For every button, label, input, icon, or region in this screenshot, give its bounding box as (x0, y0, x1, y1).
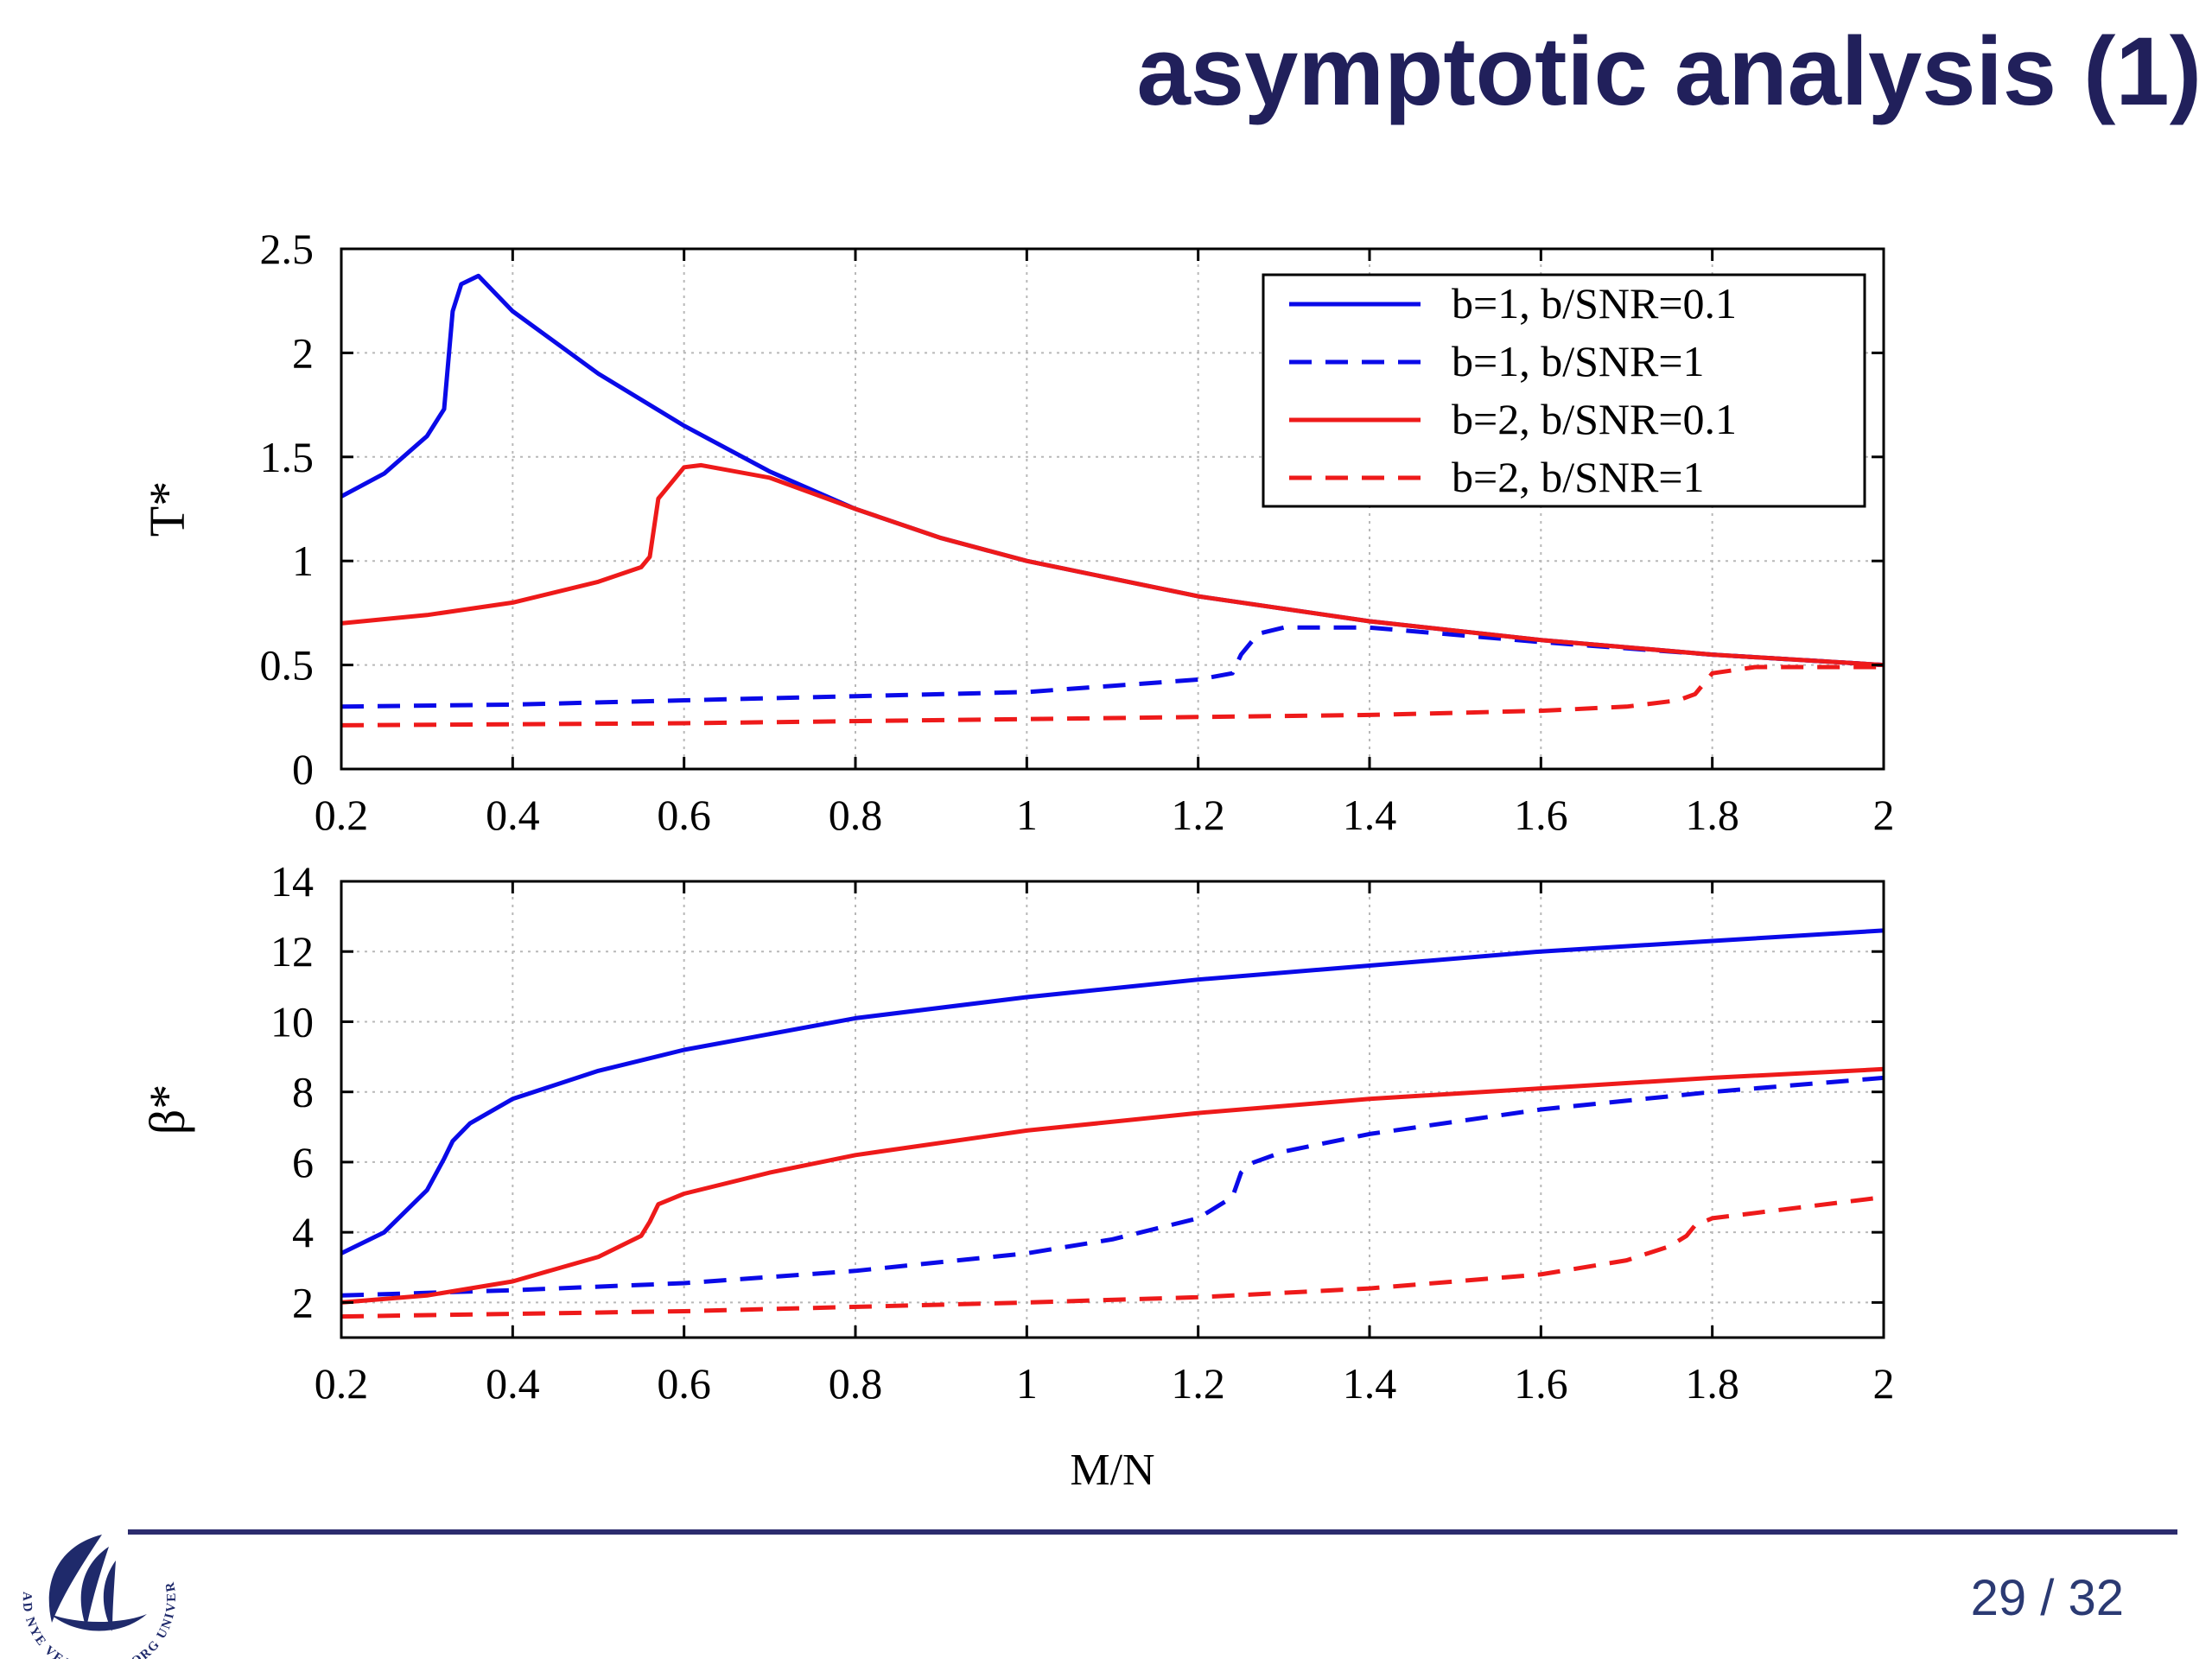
x-tick-label: 0.8 (829, 791, 883, 839)
x-tick-label: 1.2 (1171, 791, 1225, 839)
x-tick-label: 2 (1873, 791, 1895, 839)
x-tick-label: 1 (1016, 1359, 1038, 1408)
x-axis-label: M/N (1070, 1446, 1154, 1495)
y-axis-label: T* (139, 481, 195, 537)
y-tick-label: 8 (292, 1068, 314, 1116)
y-tick-label: 4 (292, 1208, 314, 1256)
plot-frame (340, 880, 1885, 1339)
x-tick-label: 1.8 (1685, 1359, 1739, 1408)
x-tick-label: 1.4 (1343, 1359, 1397, 1408)
x-tick-label: 1.8 (1685, 791, 1739, 839)
x-tick-label: 1 (1016, 791, 1038, 839)
chart-bottom-panel: 0.2 0.4 0.6 0.8 1 1.2 1.4 1.6 1.8 2 2 4 6 8 10 12 14 β* M/… (139, 857, 1895, 1495)
slide-title: asymptotic analysis (1) (1136, 17, 2202, 125)
plot-frame (340, 247, 1885, 771)
series-line-red-dashed (340, 1195, 1885, 1319)
x-tick-label: 1.6 (1514, 791, 1568, 839)
y-tick-label: 10 (270, 997, 314, 1046)
x-tick-label: 2 (1873, 1359, 1895, 1408)
y-tick-label: 6 (292, 1138, 314, 1186)
y-tick-label: 14 (270, 857, 314, 906)
y-tick-label: 2 (292, 328, 314, 377)
chart-figure: 0.2 0.4 0.6 0.8 1 1.2 1.4 1.6 1.8 2 0 0.5 1 1.5 2 2.5 T*… (139, 225, 1895, 1495)
y-tick-label: 2 (292, 1278, 314, 1326)
series-line-blue-solid (340, 928, 1885, 1255)
series-line-red-solid (340, 1066, 1885, 1305)
y-tick-label: 2.5 (260, 225, 315, 273)
x-tick-label: 0.2 (315, 1359, 369, 1408)
x-tick-label: 0.2 (315, 791, 369, 839)
logo-emblem (48, 1535, 147, 1631)
legend-label: b=1, b/SNR=0.1 (1452, 279, 1737, 327)
grid (341, 881, 1884, 1338)
y-tick-label: 0.5 (260, 641, 315, 690)
chart-top-panel: 0.2 0.4 0.6 0.8 1 1.2 1.4 1.6 1.8 2 0 0.5 1 1.5 2 2.5 T*… (139, 225, 1895, 839)
series-line-blue-dashed (340, 625, 1885, 709)
series-line-red-solid (340, 462, 1885, 668)
university-logo: AD NYE VEJE · AALBORG UNIVERSITET (0, 1484, 177, 1659)
x-tick-label: 1.6 (1514, 1359, 1568, 1408)
x-tick-label: 0.6 (657, 1359, 711, 1408)
legend-label: b=1, b/SNR=1 (1452, 337, 1705, 385)
x-tick-label: 0.8 (829, 1359, 883, 1408)
series-line-red-dashed (340, 664, 1884, 728)
legend-label: b=2, b/SNR=0.1 (1452, 395, 1737, 443)
x-tick-label: 0.6 (657, 791, 711, 839)
y-axis-label: β* (139, 1084, 195, 1135)
x-tick-label: 1.4 (1343, 791, 1397, 839)
footer-rule (128, 1529, 2177, 1535)
series-line-blue-dashed (340, 1075, 1885, 1298)
page-number: 29 / 32 (1970, 1570, 2124, 1626)
legend-box (1262, 273, 1866, 508)
y-tick-label: 1.5 (260, 433, 315, 481)
y-tick-label: 0 (292, 745, 314, 793)
x-tick-label: 0.4 (486, 791, 540, 839)
y-tick-label: 12 (270, 927, 314, 976)
legend: b=1, b/SNR=0.1 b=1, b/SNR=1 b=2, b/SNR=0.1… (1262, 273, 1866, 508)
x-tick-label: 0.4 (486, 1359, 540, 1408)
legend-label: b=2, b/SNR=1 (1452, 453, 1705, 501)
y-tick-label: 1 (292, 537, 314, 585)
x-tick-label: 1.2 (1171, 1359, 1225, 1408)
